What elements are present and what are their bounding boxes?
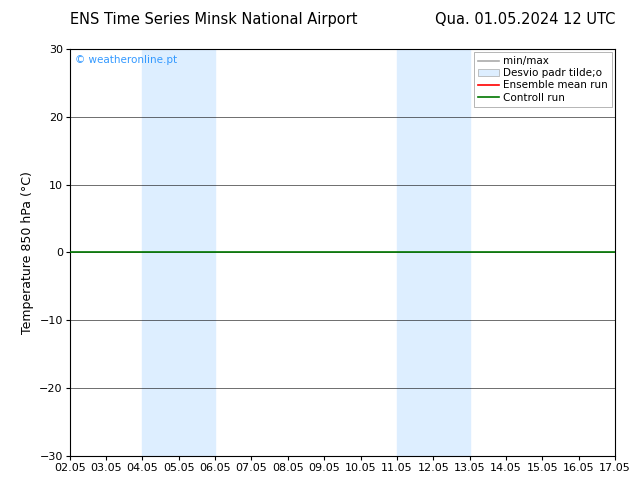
- Bar: [143, 49, 215, 456]
- Legend: min/max, Desvio padr tilde;o, Ensemble mean run, Controll run: min/max, Desvio padr tilde;o, Ensemble m…: [474, 52, 612, 107]
- Text: © weatheronline.pt: © weatheronline.pt: [75, 55, 178, 65]
- Text: Qua. 01.05.2024 12 UTC: Qua. 01.05.2024 12 UTC: [434, 12, 615, 27]
- Y-axis label: Temperature 850 hPa (°C): Temperature 850 hPa (°C): [21, 171, 34, 334]
- Bar: [397, 49, 470, 456]
- Text: ENS Time Series Minsk National Airport: ENS Time Series Minsk National Airport: [70, 12, 357, 27]
